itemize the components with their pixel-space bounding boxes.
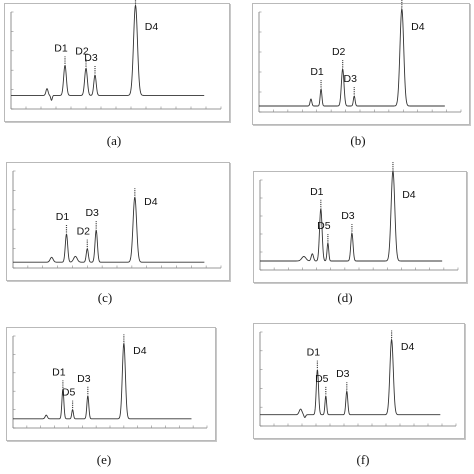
peak-label-d1: D1 [52, 366, 66, 378]
chromatogram-trace [259, 7, 445, 107]
peak-label-d1: D1 [310, 186, 324, 198]
peak-label-d3: D3 [85, 207, 99, 219]
peak-label-d4: D4 [144, 196, 158, 208]
panel-f-caption: (f) [356, 452, 370, 467]
peak-label-d2: D2 [77, 226, 91, 238]
peak-label-d4: D4 [401, 341, 415, 353]
panel-d-caption: (d) [337, 290, 353, 305]
chromatogram-f: D1 D5 D3 D4 [253, 323, 465, 439]
chromatogram-c-svg: D1 D2 D3 D4 [12, 170, 222, 269]
chromatogram-trace [13, 341, 192, 420]
chromatogram-d-svg: D1 D5 D3 D4 [259, 162, 459, 271]
peak-label-d3: D3 [84, 52, 98, 64]
peak-label-d1: D1 [54, 42, 68, 54]
panel-e-caption: (e) [96, 452, 112, 467]
peak-label-d2: D2 [75, 45, 89, 57]
peak-label-d1: D1 [307, 347, 321, 359]
chromatogram-d: D1 D5 D3 D4 [253, 162, 467, 283]
peak-label-d5: D5 [62, 387, 76, 399]
peak-label-d4: D4 [133, 345, 147, 357]
chromatogram-b: D1 D2 D3 D4 [252, 0, 470, 125]
panel-b-caption: (b) [350, 133, 366, 148]
peak-label-d4: D4 [411, 21, 425, 33]
peak-label-d1: D1 [56, 211, 70, 223]
chromatogram-e: D1 D5 D3 D4 [6, 327, 216, 441]
peak-label-d4: D4 [402, 189, 416, 201]
peak-label-d2: D2 [332, 46, 346, 58]
peak-label-d3: D3 [344, 73, 358, 85]
chromatogram-trace [11, 3, 205, 101]
peak-label-d3: D3 [77, 373, 91, 385]
chromatogram-trace [13, 196, 205, 263]
peak-label-d4: D4 [145, 21, 159, 33]
peak-label-d1: D1 [310, 66, 324, 78]
chromatogram-c: D1 D2 D3 D4 [6, 162, 230, 281]
peak-label-d5: D5 [315, 373, 329, 385]
peak-label-d5: D5 [317, 220, 331, 232]
chromatogram-trace [260, 169, 443, 262]
chromatogram-trace [260, 338, 441, 418]
peak-label-d3: D3 [341, 210, 355, 222]
chromatogram-f-svg: D1 D5 D3 D4 [259, 330, 457, 427]
chromatogram-a: D1 D2 D3 D4 [4, 0, 230, 122]
panel-a-caption: (a) [106, 133, 122, 148]
panel-c-caption: (c) [97, 290, 113, 305]
peak-label-d3: D3 [336, 368, 350, 380]
chromatogram-b-svg: D1 D2 D3 D4 [258, 0, 462, 113]
